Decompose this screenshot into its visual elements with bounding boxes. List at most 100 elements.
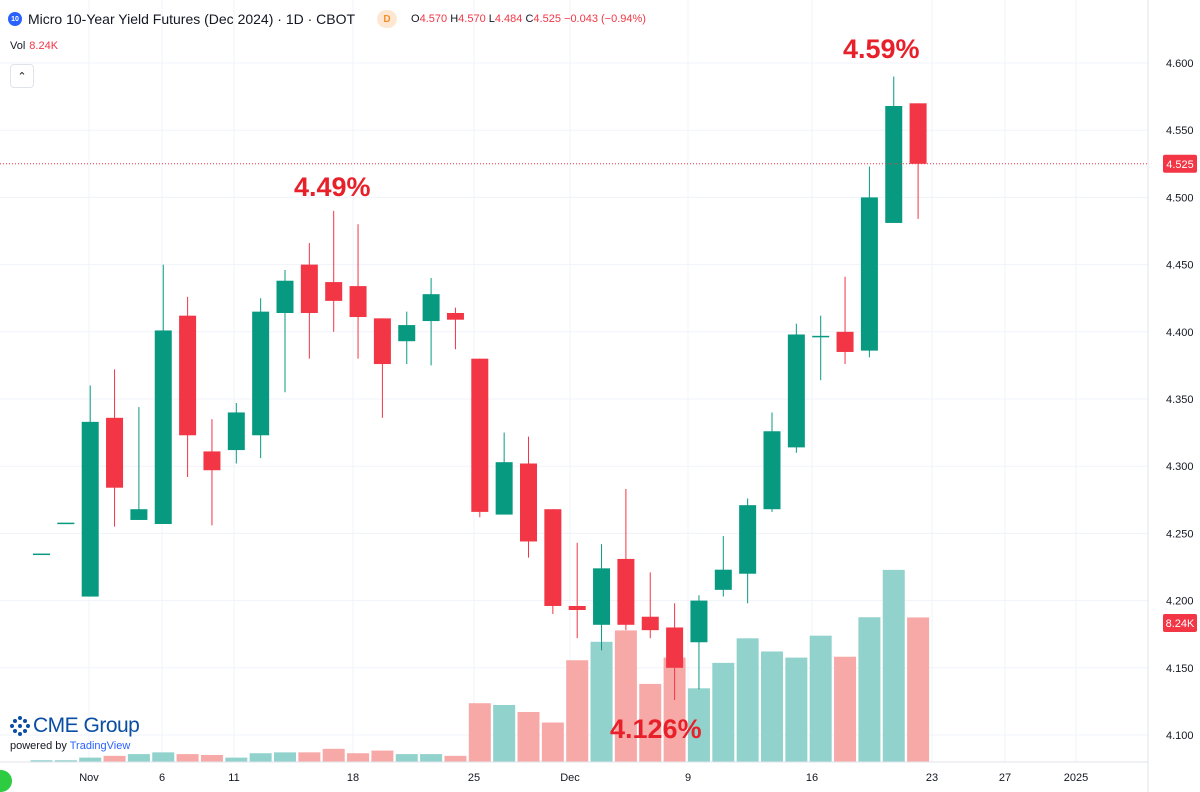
candle (812, 315, 830, 381)
candle-body (252, 311, 270, 436)
candle-body (885, 106, 903, 223)
candle (495, 432, 513, 515)
price-tick-label: 4.550 (1166, 125, 1194, 137)
candle-body (203, 451, 221, 471)
time-tick-label: 11 (228, 772, 239, 784)
volume-bar (541, 722, 564, 762)
collapse-legend-button[interactable]: ⌃ (10, 64, 34, 88)
open-value: 4.570 (419, 13, 448, 25)
candle-body (495, 462, 513, 515)
candle-body (398, 325, 416, 342)
candle (690, 595, 708, 690)
candle (568, 542, 586, 639)
volume-bar (54, 760, 77, 762)
candle-body (33, 553, 50, 556)
candle (422, 278, 440, 366)
price-tick-label: 4.600 (1166, 58, 1194, 70)
annotation-mid-high: 4.49% (294, 172, 371, 202)
volume-bar (347, 753, 370, 762)
symbol-title[interactable]: Micro 10-Year Yield Futures (Dec 2024) ·… (28, 11, 356, 27)
candle (666, 603, 684, 701)
candle (179, 296, 197, 477)
volume-bar (298, 752, 321, 762)
powered-by-label: powered by (10, 740, 67, 752)
candle (300, 243, 318, 359)
price-tick-label: 4.200 (1166, 596, 1194, 608)
time-tick-label: 16 (806, 772, 818, 784)
candle (276, 269, 294, 393)
candle (203, 419, 221, 526)
candle (227, 403, 245, 464)
price-tick-label: 4.250 (1166, 528, 1194, 540)
candle (787, 323, 805, 453)
volume-bar (103, 755, 126, 762)
candle-body (325, 282, 343, 301)
candle (836, 276, 854, 365)
change-value: −0.043 (−0.94%) (564, 13, 646, 25)
candle (885, 76, 903, 223)
delayed-data-badge[interactable]: D (377, 10, 398, 28)
candle-body (227, 412, 245, 451)
candle-body (130, 509, 148, 520)
candle-body (446, 312, 464, 320)
candle (33, 553, 50, 556)
candle-body (373, 318, 391, 365)
volume-bar (444, 755, 467, 762)
candle (252, 298, 270, 459)
volume-bar (322, 748, 345, 762)
candle-body (641, 616, 659, 631)
volume-bar (663, 657, 686, 762)
annotation-low: 4.126% (610, 714, 702, 744)
volume-bar (395, 754, 418, 762)
volume-bar (493, 704, 516, 762)
candle-body (276, 280, 294, 313)
volume-bar (274, 752, 296, 762)
candle-body (179, 315, 197, 436)
candle-body (666, 627, 684, 668)
candle (349, 224, 367, 359)
candle-body (568, 605, 586, 611)
symbol-badge[interactable]: 10 (8, 12, 22, 26)
volume-tag-text: 8.24K (1166, 618, 1195, 630)
candle (154, 264, 172, 524)
candle-body (836, 331, 854, 352)
cme-globe-icon (10, 716, 30, 736)
candle (373, 318, 391, 418)
volume-bar (30, 760, 53, 762)
chart-header: 10 Micro 10-Year Yield Futures (Dec 2024… (8, 8, 646, 30)
candle-body (81, 421, 99, 597)
axis-value-labels: 4.525 8.24K (1163, 154, 1197, 632)
time-tick-label: Dec (560, 772, 580, 784)
candle (81, 385, 99, 597)
volume-bar (79, 757, 102, 762)
time-tick-label: 6 (159, 772, 165, 784)
candle-body (763, 431, 781, 510)
volume-bar (736, 638, 759, 762)
candle (471, 358, 489, 518)
time-tick-label: Nov (79, 772, 99, 784)
candle (617, 489, 635, 631)
candle (860, 166, 878, 358)
volume-bar (761, 651, 783, 762)
volume-bar (590, 641, 613, 762)
candle-body (106, 417, 124, 488)
volume-bar (687, 688, 710, 762)
volume-bar (566, 660, 589, 762)
volume-tag: 8.24K (1163, 614, 1197, 632)
volume-bar (468, 703, 491, 762)
volume-legend-value: 8.24K (29, 40, 59, 52)
candle (130, 407, 148, 520)
candle-body (787, 334, 805, 448)
candle-body (860, 197, 878, 351)
last-price-tag-bg (1163, 154, 1197, 173)
price-tick-label: 4.450 (1166, 260, 1194, 272)
volume-bar (249, 753, 272, 762)
brand-watermark[interactable]: CME Group powered by TradingView (10, 714, 140, 752)
candle (641, 572, 659, 639)
candle-body (471, 358, 489, 512)
powered-by: powered by TradingView (10, 740, 139, 752)
candle-body (544, 509, 562, 606)
ohlc-readout: O4.570 H4.570 L4.484 C4.525 −0.043 (−0.9… (411, 13, 646, 25)
